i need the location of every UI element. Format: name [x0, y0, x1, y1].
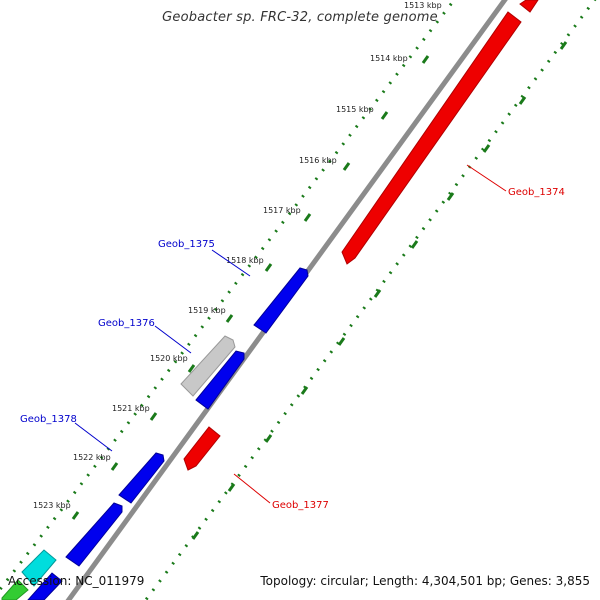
kbp-tick-labels: 1513 kbp 1514 kbp 1515 kbp 1516 kbp 1517… [33, 1, 442, 510]
map-title: Geobacter sp. FRC-32, complete genome [162, 10, 438, 25]
gene-arrow-geob-1377[interactable] [183, 426, 221, 471]
major-tick [300, 386, 309, 395]
tick-label: 1518 kbp [226, 256, 264, 265]
major-tick [518, 96, 527, 105]
gene-label-geob-1376: Geob_1376 [98, 318, 155, 329]
gene-labels: Geob_1374 Geob_1375 Geob_1376 Geob_1377 … [20, 187, 565, 511]
major-tick [227, 483, 236, 492]
major-tick [264, 263, 273, 272]
tick-label: 1513 kbp [404, 1, 442, 10]
leader-line-geob-1376 [154, 325, 192, 354]
inner-tick-track [143, 0, 597, 600]
major-tick [446, 192, 455, 201]
gene-leader-lines [74, 164, 507, 504]
gene-label-geob-1377: Geob_1377 [272, 500, 329, 511]
gene-arrow-geob-1375[interactable] [253, 267, 309, 334]
tick-label: 1523 kbp [33, 501, 71, 510]
major-tick [225, 314, 234, 323]
major-tick [71, 511, 80, 520]
accession-text: Accession: NC_011979 [8, 574, 145, 588]
tick-label: 1514 kbp [370, 54, 408, 63]
major-tick [373, 289, 382, 298]
major-tick [337, 337, 346, 346]
gene-arrow-geob-1378[interactable] [118, 452, 165, 504]
genome-summary-text: Topology: circular; Length: 4,304,501 bp… [260, 574, 590, 588]
major-tick [410, 240, 419, 249]
major-tick [149, 412, 158, 421]
gene-label-geob-1378: Geob_1378 [20, 414, 77, 425]
leader-line-geob-1374 [466, 164, 507, 192]
tick-label: 1520 kbp [150, 354, 188, 363]
major-ticks-inner [191, 41, 568, 540]
gene-arrow-cyan[interactable] [21, 549, 57, 587]
major-tick [191, 531, 200, 540]
leader-line-geob-1378 [74, 422, 113, 452]
tick-label: 1516 kbp [299, 156, 337, 165]
gene-arrow-grey[interactable] [180, 335, 236, 397]
gene-arrow-lower-blue[interactable] [65, 502, 123, 567]
major-tick [482, 144, 491, 153]
major-tick [264, 434, 273, 443]
gene-arrow-partial-top[interactable] [519, 0, 539, 13]
major-tick [110, 462, 119, 471]
tick-label: 1522 kbp [73, 453, 111, 462]
tick-label: 1517 kbp [263, 206, 301, 215]
leader-line-geob-1377 [233, 473, 271, 504]
gene-arrow-geob-1374[interactable] [341, 11, 522, 265]
major-tick [559, 41, 568, 50]
leader-line-geob-1375 [211, 249, 251, 277]
gene-label-geob-1374: Geob_1374 [508, 187, 565, 198]
gene-arrow-bottom-blue[interactable] [27, 572, 63, 600]
major-tick [421, 55, 430, 64]
major-tick [187, 364, 196, 373]
gene-arrow-geob-1376[interactable] [195, 350, 245, 410]
tick-label: 1515 kbp [336, 105, 374, 114]
major-tick [380, 111, 389, 120]
major-tick [342, 162, 351, 171]
tick-label: 1519 kbp [188, 306, 226, 315]
major-tick [303, 213, 312, 222]
tick-label: 1521 kbp [112, 404, 150, 413]
gene-label-geob-1375: Geob_1375 [158, 239, 215, 250]
major-ticks-outer [71, 55, 430, 520]
